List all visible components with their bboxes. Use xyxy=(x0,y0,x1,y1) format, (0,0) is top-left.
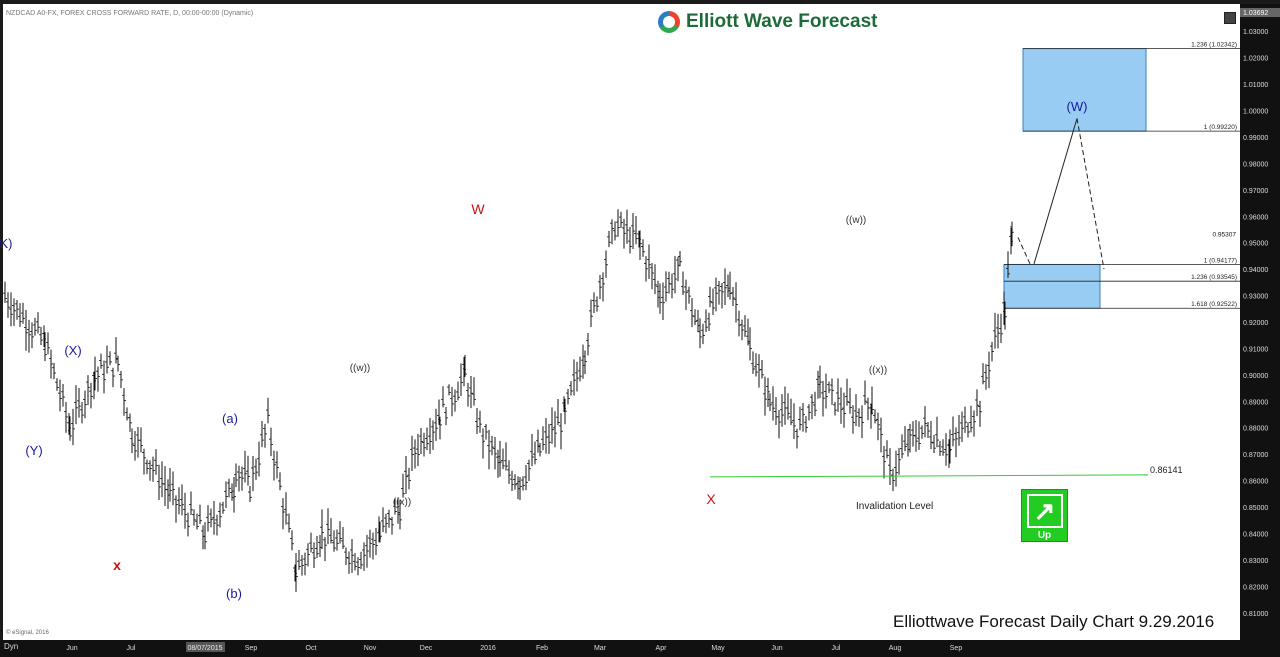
trend-up-label: Up xyxy=(1037,530,1052,541)
x-tick-label: Sep xyxy=(950,645,963,652)
range-date-box xyxy=(186,642,225,652)
y-tick-label: 0.93000 xyxy=(1243,294,1268,301)
arrow-up-right-icon: ↗ xyxy=(1026,494,1063,528)
fib-level-label: 1 (0.99220) xyxy=(1204,124,1237,131)
brand-logo-icon xyxy=(658,11,680,33)
invalidation-label: Invalidation Level xyxy=(856,501,933,512)
x-tick-label: Jul xyxy=(127,645,136,652)
top-price-tag xyxy=(1240,8,1280,17)
range-button[interactable]: Dyn xyxy=(4,642,19,651)
wave-label: X xyxy=(706,491,716,507)
wave-label: ((w)) xyxy=(846,215,867,226)
wave-label: ((x)) xyxy=(393,497,411,508)
fib-level-label: 1.236 (0.93545) xyxy=(1191,274,1237,281)
price-axis xyxy=(1240,4,1280,640)
wave-label: (a) xyxy=(222,411,238,426)
invalidation-line xyxy=(709,474,1149,478)
x-tick-label: Oct xyxy=(306,645,317,652)
y-tick-label: 1.02000 xyxy=(1243,56,1268,63)
wave-label: ((x)) xyxy=(869,365,887,376)
y-tick-label: 0.90000 xyxy=(1243,373,1268,380)
x-tick-label: Apr xyxy=(656,645,668,652)
y-tick-label: 0.95000 xyxy=(1243,241,1268,248)
y-tick-label: 0.97000 xyxy=(1243,188,1268,195)
y-tick-label: 0.85000 xyxy=(1243,505,1268,512)
y-tick-label: 1.00000 xyxy=(1243,109,1268,116)
x-tick-label: Jun xyxy=(771,645,782,652)
trend-up-badge: ↗ Up xyxy=(1021,489,1068,542)
x-tick-label: Nov xyxy=(364,645,377,652)
wave-label: ((w)) xyxy=(350,363,371,374)
copyright-text: © eSignal, 2016 xyxy=(6,630,49,636)
y-tick-label: 0.92000 xyxy=(1243,320,1268,327)
y-tick-label: 0.98000 xyxy=(1243,161,1268,168)
top-price-text: 1.03692 xyxy=(1243,10,1268,17)
y-tick-label: 0.83000 xyxy=(1243,558,1268,565)
x-tick-label: May xyxy=(711,645,725,652)
fib-level-label: 1 (0.94177) xyxy=(1204,257,1237,264)
invalidation-value: 0.86141 xyxy=(1150,465,1183,475)
range-date-label: 08/07/2015 xyxy=(187,645,222,652)
y-tick-label: 1.01000 xyxy=(1243,82,1268,89)
wave-label: (Y) xyxy=(25,443,42,458)
time-axis xyxy=(0,640,1280,657)
x-tick-label: Feb xyxy=(536,645,548,652)
y-tick-label: 1.03000 xyxy=(1243,29,1268,36)
wave-label: x xyxy=(113,557,121,573)
projection-dip-line xyxy=(1017,237,1031,265)
y-tick-label: 0.86000 xyxy=(1243,479,1268,486)
y-tick-label: 0.96000 xyxy=(1243,214,1268,221)
brand-logo: Elliott Wave Forecast xyxy=(658,11,877,33)
chart-caption: Elliottwave Forecast Daily Chart 9.29.20… xyxy=(893,612,1215,631)
y-tick-label: 0.81000 xyxy=(1243,611,1268,618)
y-tick-label: 0.82000 xyxy=(1243,584,1268,591)
y-tick-label: 0.99000 xyxy=(1243,135,1268,142)
wave-label: K) xyxy=(0,236,13,251)
y-tick-label: 0.87000 xyxy=(1243,452,1268,459)
wave-label: (X) xyxy=(64,343,81,358)
target-box xyxy=(1003,263,1101,309)
y-tick-label: 0.94000 xyxy=(1243,267,1268,274)
y-tick-label: 0.89000 xyxy=(1243,399,1268,406)
projection-down-line xyxy=(1076,118,1105,270)
x-tick-label: 2016 xyxy=(480,645,496,652)
fib-level-label: 1.236 (1.02342) xyxy=(1191,42,1237,49)
wave-label: W xyxy=(471,201,485,217)
symbol-title: NZDCAD A0-FX, FOREX CROSS FORWARD RATE, … xyxy=(6,10,254,17)
y-tick-label: 0.91000 xyxy=(1243,346,1268,353)
projection-up-line xyxy=(1033,118,1078,264)
chart-settings-icon[interactable] xyxy=(1224,12,1236,24)
x-tick-label: Dec xyxy=(420,645,433,652)
x-tick-label: Jul xyxy=(832,645,841,652)
brand-name: Elliott Wave Forecast xyxy=(686,11,878,32)
y-tick-label: 0.84000 xyxy=(1243,531,1268,538)
fib-level-label: 1.618 (0.92522) xyxy=(1191,301,1237,308)
x-tick-label: Sep xyxy=(245,645,258,652)
y-tick-label: 0.88000 xyxy=(1243,426,1268,433)
target-box xyxy=(1022,48,1147,132)
x-tick-label: Mar xyxy=(594,645,607,652)
wave-label: (b) xyxy=(226,586,242,601)
x-tick-label: Aug xyxy=(889,645,902,652)
last-price-label: 0.95307 xyxy=(1213,232,1237,239)
x-tick-label: Jun xyxy=(66,645,77,652)
wave-label: (W) xyxy=(1067,99,1088,114)
